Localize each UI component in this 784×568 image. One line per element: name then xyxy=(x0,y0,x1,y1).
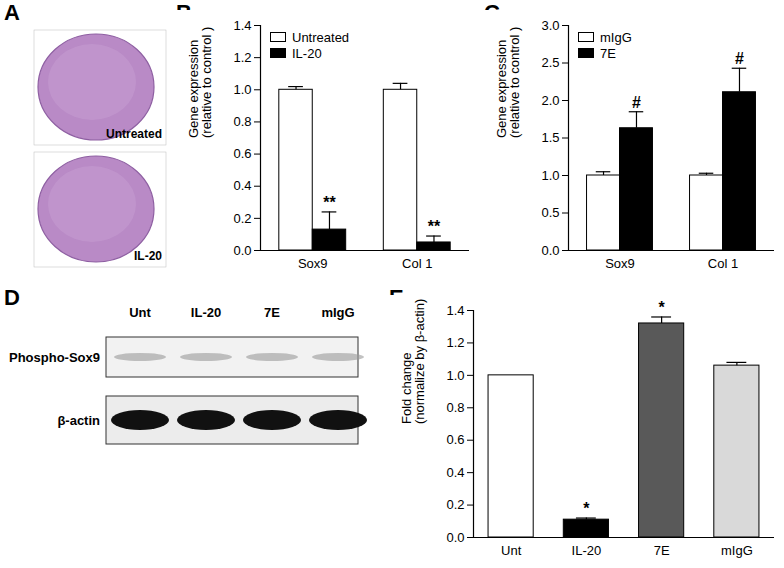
svg-text:mIgG: mIgG xyxy=(321,305,354,320)
html-text:A: A xyxy=(4,0,20,25)
svg-text:Unt: Unt xyxy=(501,543,522,558)
svg-text:*: * xyxy=(659,299,666,316)
svg-text:Sox9: Sox9 xyxy=(298,256,328,271)
svg-text:1.2: 1.2 xyxy=(233,50,251,65)
svg-text:0.0: 0.0 xyxy=(446,530,464,545)
svg-text:0.4: 0.4 xyxy=(233,178,251,193)
svg-text:*: * xyxy=(583,500,590,517)
svg-text:7E: 7E xyxy=(654,543,670,558)
svg-text:0.8: 0.8 xyxy=(233,114,251,129)
svg-text:1.0: 1.0 xyxy=(541,168,559,183)
svg-text:0.0: 0.0 xyxy=(541,243,559,258)
svg-text:2.0: 2.0 xyxy=(541,93,559,108)
svg-text:0.4: 0.4 xyxy=(446,465,464,480)
html-text:E: E xyxy=(389,285,404,310)
svg-text:0.0: 0.0 xyxy=(233,243,251,258)
svg-text:Sox9: Sox9 xyxy=(605,256,635,271)
svg-text:mIgG: mIgG xyxy=(721,543,753,558)
html-text:C: C xyxy=(484,0,500,25)
svg-text:**: ** xyxy=(428,218,441,235)
svg-text:Phospho-Sox9: Phospho-Sox9 xyxy=(9,350,100,365)
svg-text:1.5: 1.5 xyxy=(541,130,559,145)
svg-text:1.4: 1.4 xyxy=(446,303,464,318)
svg-text:0.6: 0.6 xyxy=(233,146,251,161)
svg-text:7E: 7E xyxy=(264,305,280,320)
svg-text:#: # xyxy=(735,50,744,67)
svg-text:0.6: 0.6 xyxy=(446,432,464,447)
svg-text:β-actin: β-actin xyxy=(57,413,100,428)
svg-text:0.2: 0.2 xyxy=(446,497,464,512)
html-text:7E: 7E xyxy=(600,45,616,61)
html-text:Untreated: Untreated xyxy=(292,29,350,45)
html-text:mIgG: mIgG xyxy=(600,29,632,45)
svg-text:1.0: 1.0 xyxy=(446,368,464,383)
html-text:B: B xyxy=(176,0,192,25)
svg-text:0.5: 0.5 xyxy=(541,205,559,220)
svg-text:Fold change(normalize by β-act: Fold change(normalize by β-actin) xyxy=(399,299,427,424)
svg-text:Untreated: Untreated xyxy=(106,127,162,141)
html-text:D: D xyxy=(4,285,20,310)
svg-text:Gene expression(relative to co: Gene expression(relative to control ) xyxy=(494,27,522,138)
html-text:IL-20: IL-20 xyxy=(292,45,322,61)
svg-text:Gene expression(relative to co: Gene expression(relative to control ) xyxy=(186,27,214,138)
svg-text:IL-20: IL-20 xyxy=(134,249,162,263)
svg-text:**: ** xyxy=(323,194,336,211)
svg-text:2.5: 2.5 xyxy=(541,55,559,70)
svg-text:1.4: 1.4 xyxy=(233,18,251,33)
svg-text:0.2: 0.2 xyxy=(233,211,251,226)
svg-text:0.8: 0.8 xyxy=(446,400,464,415)
svg-text:IL-20: IL-20 xyxy=(191,305,221,320)
svg-text:1.0: 1.0 xyxy=(233,82,251,97)
svg-text:#: # xyxy=(632,94,641,111)
svg-text:IL-20: IL-20 xyxy=(572,543,602,558)
svg-text:Col 1: Col 1 xyxy=(708,256,738,271)
svg-text:3.0: 3.0 xyxy=(541,18,559,33)
svg-text:Col 1: Col 1 xyxy=(402,256,432,271)
svg-text:1.2: 1.2 xyxy=(446,335,464,350)
svg-text:Unt: Unt xyxy=(129,305,151,320)
